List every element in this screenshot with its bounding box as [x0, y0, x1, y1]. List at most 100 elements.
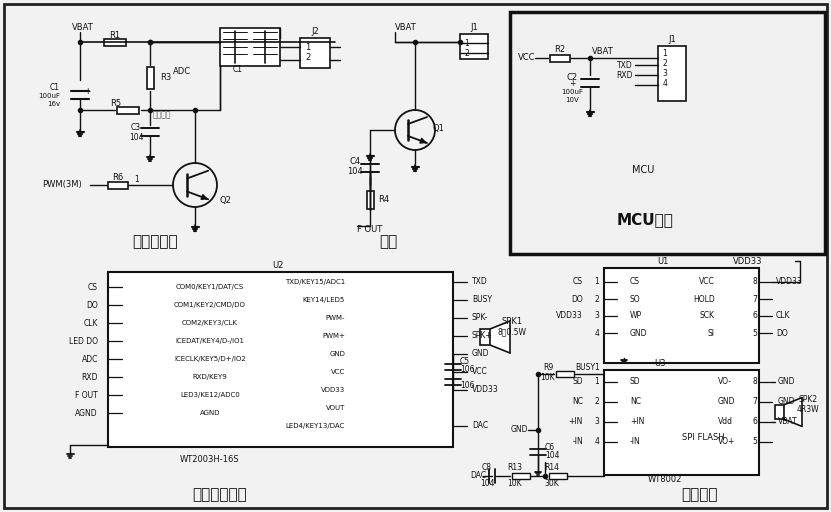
Text: 2: 2 [465, 49, 470, 57]
Bar [556, 371, 574, 377]
Text: DO: DO [776, 329, 788, 337]
Text: 30K: 30K [544, 479, 559, 487]
Text: VDD33: VDD33 [776, 278, 803, 287]
Text: GND: GND [778, 397, 795, 407]
Bar [460, 34, 488, 59]
Text: VCC: VCC [331, 369, 345, 375]
Text: ICECLK/KEY5/D+/IO2: ICECLK/KEY5/D+/IO2 [175, 356, 246, 362]
Text: 104: 104 [545, 451, 559, 459]
Text: 2: 2 [305, 53, 311, 62]
Text: 4: 4 [594, 437, 599, 446]
Text: 风扇: 风扇 [379, 234, 397, 249]
Text: LED3/KE12/ADC0: LED3/KE12/ADC0 [180, 392, 240, 398]
Text: C8: C8 [482, 463, 492, 473]
Text: R9: R9 [543, 364, 553, 373]
Text: 2: 2 [595, 294, 599, 304]
Text: 超声波雾化: 超声波雾化 [132, 234, 178, 249]
Text: 8: 8 [752, 377, 757, 387]
Text: SPI FLASH: SPI FLASH [681, 433, 725, 441]
Text: -IN: -IN [573, 437, 583, 446]
Text: R1: R1 [110, 32, 120, 40]
Text: CS: CS [630, 278, 640, 287]
Text: PWM-: PWM- [326, 315, 345, 321]
Text: +: + [568, 78, 575, 88]
Polygon shape [490, 321, 510, 353]
Text: R13: R13 [508, 463, 523, 473]
Text: 4R3W: 4R3W [797, 406, 819, 415]
Text: DAC: DAC [472, 421, 488, 431]
Bar [108, 181, 128, 188]
Text: DO: DO [571, 294, 583, 304]
Text: PWM+: PWM+ [322, 333, 345, 339]
Text: VDD33: VDD33 [733, 257, 763, 266]
Text: U2: U2 [273, 261, 283, 269]
Text: WP: WP [630, 311, 642, 321]
Text: VCC: VCC [472, 368, 488, 376]
Text: RXD: RXD [617, 71, 633, 79]
Text: COM0/KEY1/DAT/CS: COM0/KEY1/DAT/CS [176, 284, 244, 290]
Text: 16v: 16v [47, 101, 60, 107]
Bar [146, 67, 154, 89]
Text: VOUT: VOUT [326, 405, 345, 411]
Text: DAC: DAC [470, 472, 486, 480]
Text: Q1: Q1 [432, 123, 444, 133]
Text: SO: SO [630, 294, 641, 304]
Bar [480, 329, 490, 345]
Text: LED DO: LED DO [69, 336, 98, 346]
Text: CLK: CLK [776, 311, 790, 321]
Text: AGND: AGND [199, 410, 220, 416]
Text: R4: R4 [378, 196, 389, 204]
Text: C4: C4 [350, 158, 361, 166]
Bar [104, 38, 126, 46]
Text: Q2: Q2 [220, 196, 232, 204]
Text: WT2003H-16S: WT2003H-16S [180, 456, 240, 464]
Bar [550, 54, 570, 61]
Text: VBAT: VBAT [395, 24, 417, 32]
Text: VBAT: VBAT [72, 24, 94, 32]
Text: 10K: 10K [508, 479, 523, 487]
Bar [510, 12, 825, 254]
Text: GND: GND [630, 329, 647, 337]
Text: 3: 3 [594, 311, 599, 321]
Text: U3: U3 [654, 359, 666, 369]
Text: ADC: ADC [173, 68, 191, 76]
Bar [604, 370, 759, 475]
Text: VDD33: VDD33 [556, 311, 583, 321]
Text: VO+: VO+ [718, 437, 735, 446]
Bar [549, 473, 567, 479]
Text: ADC: ADC [81, 354, 98, 364]
Text: 6: 6 [752, 311, 757, 321]
Text: TXD: TXD [472, 278, 488, 287]
Bar [658, 46, 686, 101]
Text: GND: GND [472, 350, 489, 358]
Text: J1: J1 [470, 24, 478, 32]
Text: 1: 1 [662, 50, 667, 58]
Text: 104: 104 [129, 133, 143, 141]
Text: 106: 106 [460, 366, 475, 374]
Text: SD: SD [630, 377, 641, 387]
Text: C5: C5 [460, 357, 470, 367]
Text: 4: 4 [662, 79, 667, 89]
Text: SCK: SCK [700, 311, 715, 321]
Polygon shape [784, 398, 802, 426]
Bar [220, 28, 280, 66]
Text: COM2/KEY3/CLK: COM2/KEY3/CLK [182, 320, 238, 326]
Text: 5: 5 [752, 329, 757, 337]
Text: VDD33: VDD33 [321, 387, 345, 393]
Text: C1: C1 [50, 83, 60, 93]
Text: SPK1: SPK1 [501, 317, 523, 327]
Text: MCU: MCU [632, 165, 654, 175]
Text: VCC: VCC [518, 53, 535, 62]
Text: J1: J1 [668, 35, 676, 45]
Text: VDD33: VDD33 [472, 386, 499, 395]
Text: HOLD: HOLD [693, 294, 715, 304]
Bar [366, 191, 373, 209]
Text: 10K: 10K [541, 373, 555, 382]
Text: SPK-: SPK- [472, 313, 489, 323]
Text: SPK+: SPK+ [472, 331, 493, 340]
Text: BUSY: BUSY [472, 295, 492, 305]
Text: BUSY1: BUSY1 [576, 364, 600, 373]
Text: 7: 7 [752, 294, 757, 304]
Text: 8欧0.5W: 8欧0.5W [498, 328, 527, 336]
Text: RXD: RXD [81, 373, 98, 381]
